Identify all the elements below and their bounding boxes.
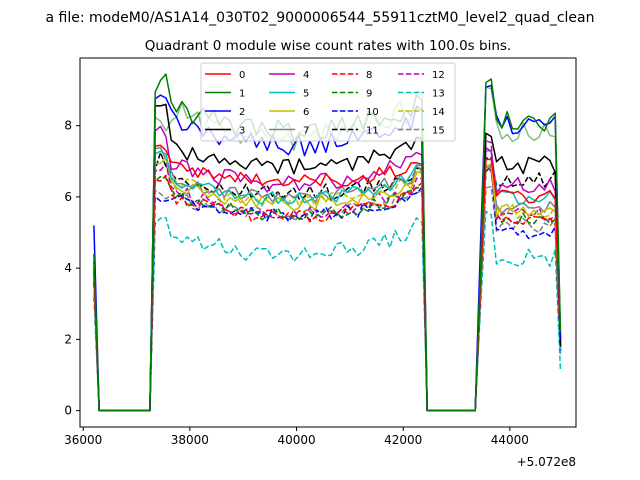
y-tick-label: 6 — [64, 190, 72, 204]
series-line-10 — [93, 164, 562, 412]
legend-label: 11 — [366, 126, 379, 137]
plot-frame — [79, 57, 577, 428]
legend-label: 1 — [239, 89, 245, 100]
series-line-13 — [93, 210, 562, 412]
series-line-15 — [93, 186, 562, 412]
legend-label: 9 — [366, 89, 372, 100]
series-line-4 — [93, 125, 562, 412]
plot-lines — [93, 73, 562, 412]
series-line-0 — [93, 144, 562, 412]
series-line-9 — [93, 164, 562, 412]
legend-box — [200, 62, 456, 142]
x-tick-label: 36000 — [64, 433, 102, 447]
legend-label: 6 — [303, 107, 309, 118]
x-tick-label: 38000 — [171, 433, 209, 447]
legend-label: 15 — [432, 126, 445, 137]
legend-label: 2 — [239, 107, 245, 118]
legend-label: 0 — [239, 70, 245, 81]
x-tick-label: 40000 — [277, 433, 315, 447]
y-tick-label: 0 — [64, 404, 72, 418]
series-line-12 — [93, 139, 562, 412]
legend-label: 14 — [432, 107, 445, 118]
legend-label: 3 — [239, 126, 245, 137]
x-offset-label: +5.072e8 — [517, 455, 576, 469]
y-tick-label: 2 — [64, 332, 72, 346]
x-tick-label: 42000 — [384, 433, 422, 447]
x-tick-label: 44000 — [491, 433, 529, 447]
legend-label: 13 — [432, 89, 445, 100]
series-line-8 — [93, 165, 562, 412]
x-axis: 36000 38000 40000 42000 44000 — [64, 427, 529, 447]
legend-label: 7 — [303, 126, 309, 137]
legend-label: 5 — [303, 89, 309, 100]
legend-label: 8 — [366, 70, 372, 81]
y-tick-label: 8 — [64, 119, 72, 133]
y-axis: 0 2 4 6 8 — [64, 119, 80, 418]
legend-label: 12 — [432, 70, 445, 81]
chart-title: Quadrant 0 module wise count rates with … — [145, 38, 511, 54]
series-line-11 — [93, 151, 562, 412]
legend-label: 10 — [366, 107, 379, 118]
y-tick-label: 4 — [64, 261, 72, 275]
legend-label: 4 — [303, 70, 309, 81]
suptitle: a file: modeM0/AS1A14_030T02_9000006544_… — [46, 10, 595, 26]
